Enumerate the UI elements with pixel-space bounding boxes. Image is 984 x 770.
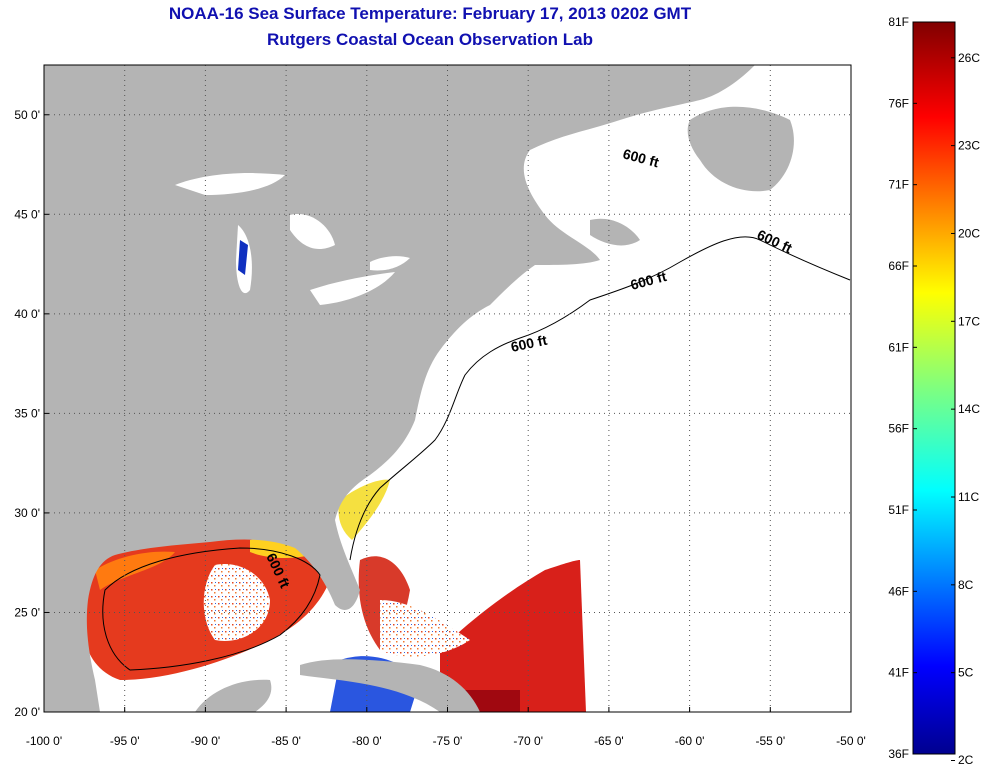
gulf-600ft-contour xyxy=(102,547,321,671)
lake-ontario xyxy=(370,256,410,271)
map-subtitle: Rutgers Coastal Ocean Observation Lab xyxy=(267,30,593,49)
lat-tick-label: 35 0' xyxy=(14,406,40,420)
colorbar-f-label: 71F xyxy=(888,178,909,192)
lake-superior xyxy=(175,173,285,195)
carolina-sst-patch xyxy=(338,479,390,540)
lon-tick-label: -65 0' xyxy=(594,734,624,748)
lake-huron xyxy=(290,214,335,250)
colorbar-f-label: 81F xyxy=(888,15,909,29)
map-content xyxy=(44,65,851,712)
lon-tick-label: -90 0' xyxy=(191,734,221,748)
colorbar-c-label: 2C xyxy=(958,753,974,767)
colorbar-f-label: 61F xyxy=(888,340,909,354)
lon-tick-label: -60 0' xyxy=(675,734,705,748)
lat-tick-label: 40 0' xyxy=(14,307,40,321)
colorbar-c-label: 23C xyxy=(958,139,980,153)
colorbar-f-label: 46F xyxy=(888,584,909,598)
lat-tick-label: 45 0' xyxy=(14,207,40,221)
gulf-sst-warm-patch xyxy=(95,551,175,590)
colorbar-f-label: 66F xyxy=(888,259,909,273)
lon-tick-label: -70 0' xyxy=(513,734,543,748)
nova-scotia-land xyxy=(590,218,640,246)
lon-tick-label: -100 0' xyxy=(26,734,62,748)
colorbar-c-label: 11C xyxy=(958,490,979,504)
colorbar-c-label: 20C xyxy=(958,226,980,240)
map-title: NOAA-16 Sea Surface Temperature: Februar… xyxy=(168,4,692,23)
newfoundland-land xyxy=(687,106,794,192)
gulf-cloud-speckle xyxy=(203,564,270,641)
lon-tick-label: -95 0' xyxy=(110,734,140,748)
contour-label-georges-bank: 600 ft xyxy=(509,332,548,355)
lon-tick-label: -55 0' xyxy=(755,734,785,748)
lake-erie xyxy=(310,272,395,305)
colorbar-f-label: 41F xyxy=(888,666,909,680)
colorbar-c-label: 5C xyxy=(958,666,974,680)
colorbar-celsius-labels: 26C 23C 20C 17C 14C 11C 8C 5C 2C xyxy=(951,51,980,767)
colorbar-c-label: 17C xyxy=(958,314,980,328)
longitude-axis: -100 0' -95 0' -90 0' -85 0' -80 0' -75 0' -70… xyxy=(26,707,866,748)
lake-michigan-sst xyxy=(238,240,248,275)
colorbar-fahrenheit-labels: 81F 76F 71F 66F 61F 56F 51F 46F 41F 36F xyxy=(888,15,917,761)
latitude-axis: 20 0' 25 0' 30 0' 35 0' 40 0' 45 0' 50 0' xyxy=(14,108,49,719)
colorbar-f-label: 51F xyxy=(888,503,909,517)
colorbar-c-label: 26C xyxy=(958,51,980,65)
lon-tick-label: -85 0' xyxy=(271,734,301,748)
colorbar-f-label: 36F xyxy=(888,747,909,761)
lon-tick-label: -75 0' xyxy=(433,734,463,748)
colorbar-c-label: 8C xyxy=(958,578,974,592)
yucatan-land xyxy=(195,679,272,712)
bahamas-cloud-speckle xyxy=(380,600,470,657)
lat-tick-label: 30 0' xyxy=(14,506,40,520)
north-america-land xyxy=(44,65,755,712)
atlantic-600ft-contour xyxy=(349,236,851,561)
lon-tick-label: -50 0' xyxy=(836,734,866,748)
atlantic-sst-region xyxy=(440,560,586,712)
lat-tick-label: 20 0' xyxy=(14,705,40,719)
colorbar-f-label: 76F xyxy=(888,96,909,110)
lat-tick-label: 25 0' xyxy=(14,605,40,619)
colorbar xyxy=(912,21,956,755)
colorbar-c-label: 14C xyxy=(958,402,980,416)
lon-tick-label: -80 0' xyxy=(352,734,382,748)
cuba-land xyxy=(300,659,480,712)
lat-tick-label: 50 0' xyxy=(14,108,40,122)
colorbar-f-label: 56F xyxy=(888,422,909,436)
